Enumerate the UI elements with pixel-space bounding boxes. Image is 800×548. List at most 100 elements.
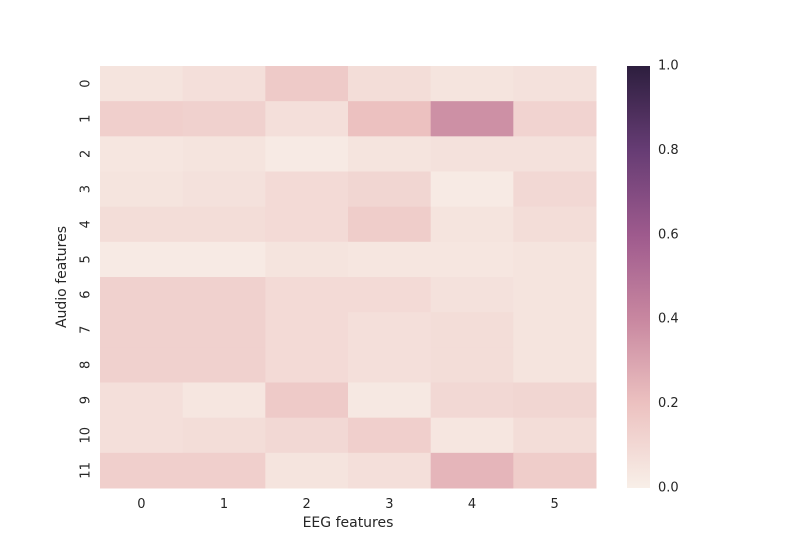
heatmap-cell-r8-c4 bbox=[430, 347, 514, 383]
heatmap-cell-r7-c2 bbox=[265, 312, 349, 348]
x-axis-label: EEG features bbox=[303, 515, 394, 531]
heatmap-cell-r11-c1 bbox=[182, 452, 266, 489]
colorbar-tick-labels: 0.0 0.2 0.4 0.6 0.8 1.0 bbox=[658, 59, 679, 496]
heatmap-cell-r0-c2 bbox=[265, 66, 349, 102]
heatmap-cell-r3-c2 bbox=[265, 171, 349, 208]
heatmap-cell-r5-c5 bbox=[513, 241, 597, 278]
heatmap-cell-r8-c0 bbox=[100, 347, 184, 383]
heatmap-cell-r1-c3 bbox=[348, 101, 432, 137]
heatmap-cell-r8-c2 bbox=[265, 347, 349, 383]
heatmap-cell-r10-c3 bbox=[348, 417, 432, 454]
x-tick-label: 1 bbox=[220, 497, 228, 512]
heatmap-cell-r10-c2 bbox=[265, 417, 349, 454]
heatmap-cell-r7-c0 bbox=[100, 312, 184, 348]
x-tick-labels: 0 1 2 3 4 5 bbox=[137, 497, 559, 512]
y-tick-labels: 0 1 2 3 4 5 6 7 8 9 10 11 bbox=[79, 79, 94, 478]
heatmap-cell-r11-c4 bbox=[430, 452, 514, 489]
heatmap-cell-r5-c0 bbox=[100, 241, 184, 278]
heatmap-cell-r1-c1 bbox=[182, 101, 266, 137]
heatmap-cell-r3-c1 bbox=[182, 171, 266, 208]
heatmap-cell-r2-c3 bbox=[348, 136, 432, 172]
heatmap-cell-r5-c4 bbox=[430, 241, 514, 278]
heatmap-cell-r4-c3 bbox=[348, 206, 432, 243]
x-tick-label: 0 bbox=[137, 497, 145, 512]
heatmap-cell-r9-c5 bbox=[513, 382, 597, 419]
x-tick-label: 5 bbox=[551, 497, 559, 512]
heatmap-cell-r0-c4 bbox=[430, 66, 514, 102]
heatmap-cell-r2-c4 bbox=[430, 136, 514, 172]
heatmap-cell-r6-c2 bbox=[265, 277, 349, 313]
y-axis-label: Audio features bbox=[54, 226, 70, 328]
heatmap-cell-r0-c5 bbox=[513, 66, 597, 102]
heatmap-cell-r5-c2 bbox=[265, 241, 349, 278]
y-tick-label: 11 bbox=[79, 462, 94, 479]
heatmap-cell-r2-c0 bbox=[100, 136, 184, 172]
heatmap-cell-r8-c3 bbox=[348, 347, 432, 383]
y-tick-label: 6 bbox=[79, 290, 94, 298]
x-tick-label: 3 bbox=[385, 497, 393, 512]
heatmap-cell-r2-c5 bbox=[513, 136, 597, 172]
heatmap-cells bbox=[100, 66, 597, 489]
heatmap-cell-r10-c5 bbox=[513, 417, 597, 454]
heatmap-cell-r3-c0 bbox=[100, 171, 184, 208]
y-tick-label: 7 bbox=[79, 326, 94, 334]
heatmap-cell-r2-c2 bbox=[265, 136, 349, 172]
heatmap-cell-r4-c2 bbox=[265, 206, 349, 243]
heatmap-cell-r4-c5 bbox=[513, 206, 597, 243]
y-tick-label: 3 bbox=[79, 185, 94, 193]
heatmap-cell-r7-c4 bbox=[430, 312, 514, 348]
heatmap-cell-r9-c4 bbox=[430, 382, 514, 419]
colorbar-tick-label: 0.2 bbox=[658, 396, 679, 411]
heatmap-cell-r4-c4 bbox=[430, 206, 514, 243]
heatmap-cell-r0-c0 bbox=[100, 66, 184, 102]
heatmap-cell-r6-c1 bbox=[182, 277, 266, 313]
heatmap-cell-r3-c3 bbox=[348, 171, 432, 208]
y-tick-label: 0 bbox=[79, 79, 94, 87]
y-tick-label: 2 bbox=[79, 150, 94, 158]
y-tick-label: 1 bbox=[79, 115, 94, 123]
colorbar-tick-label: 0.4 bbox=[658, 312, 679, 327]
heatmap-cell-r7-c5 bbox=[513, 312, 597, 348]
heatmap-cell-r4-c1 bbox=[182, 206, 266, 243]
heatmap-cell-r0-c3 bbox=[348, 66, 432, 102]
heatmap-cell-r11-c2 bbox=[265, 452, 349, 489]
heatmap-cell-r11-c3 bbox=[348, 452, 432, 489]
heatmap-cell-r9-c1 bbox=[182, 382, 266, 419]
heatmap-cell-r6-c4 bbox=[430, 277, 514, 313]
colorbar-tick-label: 1.0 bbox=[658, 59, 679, 74]
heatmap-cell-r1-c0 bbox=[100, 101, 184, 137]
heatmap-cell-r1-c5 bbox=[513, 101, 597, 137]
heatmap-cell-r6-c3 bbox=[348, 277, 432, 313]
y-tick-label: 5 bbox=[79, 255, 94, 263]
heatmap-cell-r0-c1 bbox=[182, 66, 266, 102]
colorbar-tick-label: 0.6 bbox=[658, 227, 679, 242]
heatmap-cell-r9-c2 bbox=[265, 382, 349, 419]
y-tick-label: 10 bbox=[79, 427, 94, 444]
colorbar-tick-label: 0.8 bbox=[658, 143, 679, 158]
heatmap-cell-r8-c1 bbox=[182, 347, 266, 383]
heatmap-cell-r10-c1 bbox=[182, 417, 266, 454]
heatmap-cell-r3-c4 bbox=[430, 171, 514, 208]
heatmap-cell-r10-c4 bbox=[430, 417, 514, 454]
y-tick-label: 9 bbox=[79, 396, 94, 404]
colorbar bbox=[627, 66, 650, 488]
heatmap-cell-r1-c2 bbox=[265, 101, 349, 137]
x-tick-label: 4 bbox=[468, 497, 476, 512]
heatmap-cell-r3-c5 bbox=[513, 171, 597, 208]
heatmap-cell-r5-c1 bbox=[182, 241, 266, 278]
heatmap-cell-r2-c1 bbox=[182, 136, 266, 172]
heatmap-cell-r6-c5 bbox=[513, 277, 597, 313]
heatmap-cell-r9-c0 bbox=[100, 382, 184, 419]
heatmap-cell-r11-c5 bbox=[513, 452, 597, 489]
heatmap-cell-r7-c3 bbox=[348, 312, 432, 348]
heatmap-cell-r7-c1 bbox=[182, 312, 266, 348]
heatmap-cell-r4-c0 bbox=[100, 206, 184, 243]
heatmap-cell-r8-c5 bbox=[513, 347, 597, 383]
heatmap-cell-r5-c3 bbox=[348, 241, 432, 278]
heatmap-cell-r1-c4 bbox=[430, 101, 514, 137]
y-tick-label: 8 bbox=[79, 361, 94, 369]
heatmap-cell-r11-c0 bbox=[100, 452, 184, 489]
heatmap-cell-r6-c0 bbox=[100, 277, 184, 313]
x-tick-label: 2 bbox=[303, 497, 311, 512]
